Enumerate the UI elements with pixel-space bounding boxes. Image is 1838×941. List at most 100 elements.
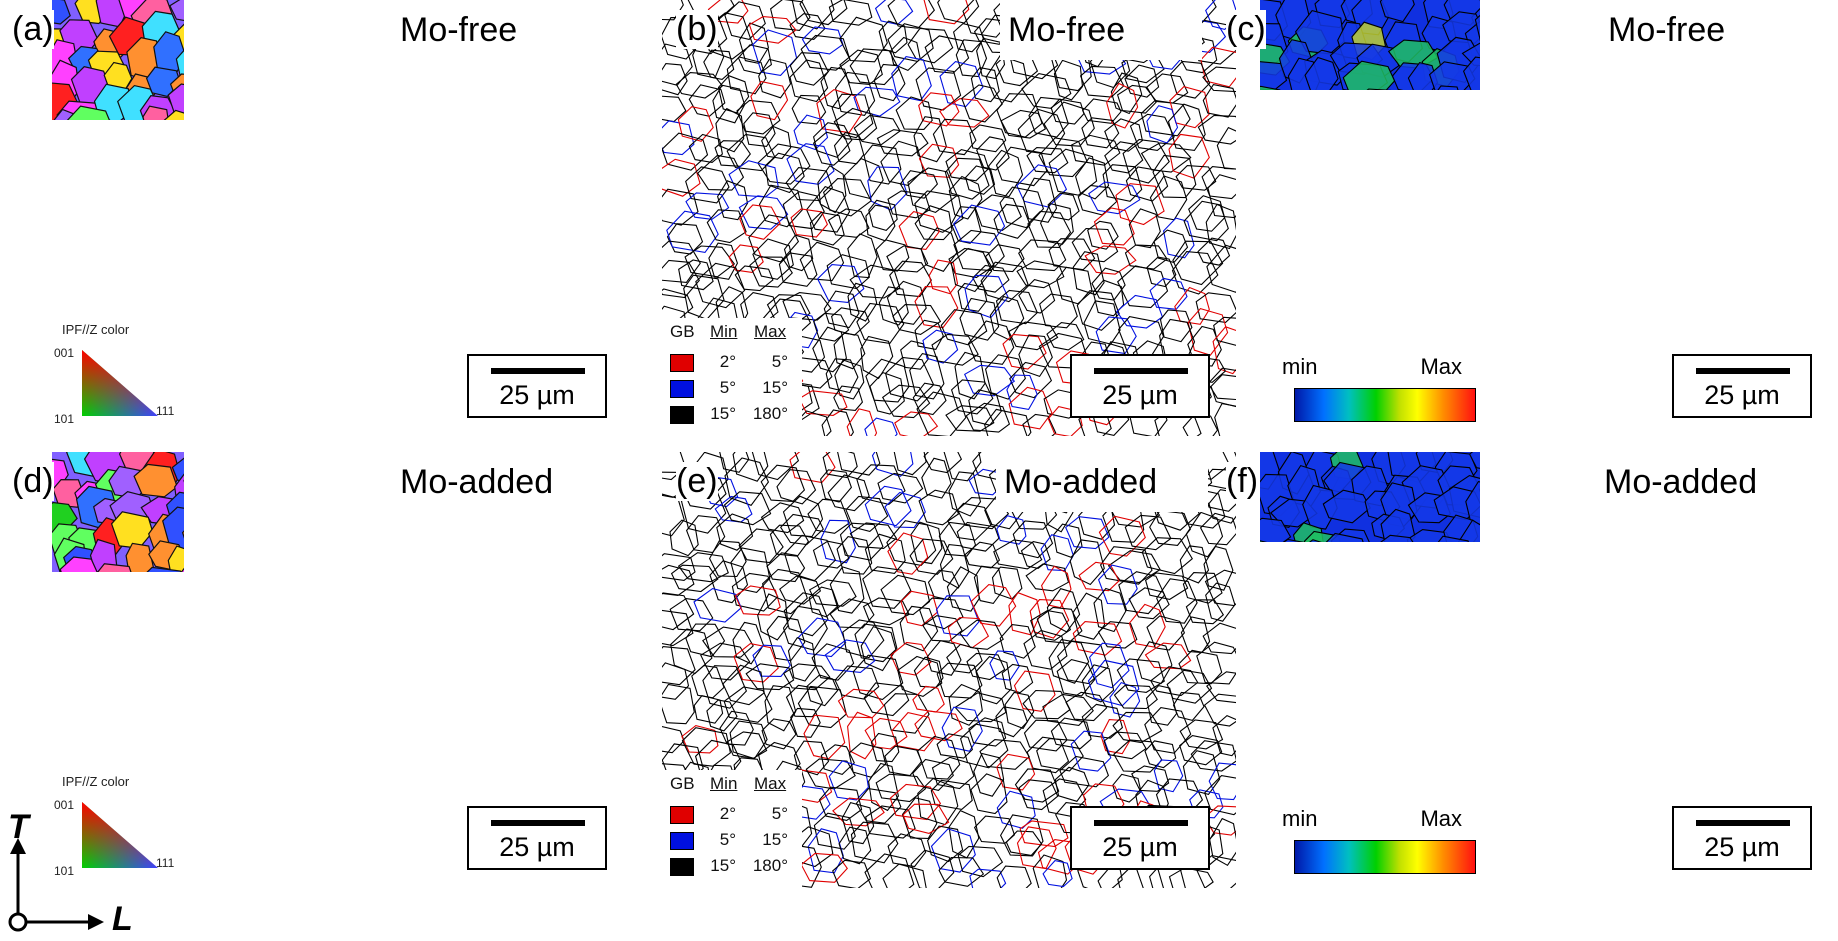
grain <box>950 247 993 293</box>
grain <box>670 564 719 593</box>
panel-f: (f) Mo-added min Max 25 µm <box>1210 452 1812 922</box>
grain <box>706 699 738 732</box>
grain <box>1212 714 1236 757</box>
grain <box>882 863 927 888</box>
grain <box>1128 587 1170 620</box>
grain <box>916 391 967 436</box>
grain <box>1140 99 1191 137</box>
scale-bar-line <box>1094 368 1188 374</box>
panel-label: (d) <box>12 462 54 501</box>
grain <box>914 205 953 241</box>
grain <box>1182 750 1221 796</box>
grain <box>1026 147 1069 174</box>
grain <box>760 502 805 534</box>
grain <box>750 80 789 121</box>
grain <box>175 49 184 78</box>
ipf-map <box>52 0 586 436</box>
grain <box>662 725 685 754</box>
grain <box>1124 514 1172 551</box>
grain <box>666 223 704 255</box>
grain <box>1079 65 1125 98</box>
grain <box>1304 56 1339 90</box>
grain <box>1013 670 1056 712</box>
grain <box>1084 245 1137 275</box>
grain <box>887 0 935 29</box>
grain <box>970 773 1008 815</box>
grain <box>662 240 701 283</box>
grain <box>693 588 742 623</box>
grain <box>822 178 872 217</box>
grain <box>789 13 826 40</box>
grain <box>860 335 894 380</box>
grain <box>1206 671 1236 704</box>
grain <box>917 735 961 780</box>
ipf-key-title: IPF//Z color <box>62 322 130 337</box>
grain <box>1171 251 1219 295</box>
grain <box>724 1 766 41</box>
grain <box>1071 227 1119 263</box>
grain <box>954 351 986 400</box>
grain <box>738 528 784 564</box>
grain <box>931 333 979 366</box>
grain <box>848 742 887 778</box>
grain <box>894 411 939 436</box>
gb-swatch-blue <box>670 832 694 850</box>
grain <box>1088 181 1141 215</box>
grain <box>776 469 817 505</box>
grain <box>1030 610 1072 641</box>
grain <box>702 665 748 709</box>
grain <box>1172 240 1224 286</box>
grain <box>818 786 863 821</box>
grain <box>1201 166 1236 200</box>
gb-row-min: 2° <box>719 804 736 823</box>
panel-c: (c) Mo-free min Max 25 µm <box>1210 0 1812 470</box>
grain <box>681 725 719 754</box>
grain <box>1072 621 1123 656</box>
grain <box>1185 599 1225 625</box>
grain <box>912 382 947 416</box>
grain <box>1074 157 1110 200</box>
grain <box>1283 538 1305 542</box>
grain <box>963 364 1016 397</box>
grain <box>662 662 690 700</box>
grain <box>1056 266 1093 305</box>
grain <box>1146 615 1186 651</box>
grain <box>820 66 853 110</box>
grain <box>1054 766 1090 802</box>
grain <box>878 20 908 54</box>
grain <box>1190 740 1236 772</box>
scale-bar-label: 25 µm <box>1102 380 1178 410</box>
grain <box>1196 641 1236 685</box>
grain <box>1169 85 1210 129</box>
grain <box>743 112 776 147</box>
axis-t-label: T <box>8 808 29 846</box>
grain <box>1182 572 1223 604</box>
grain <box>875 773 927 803</box>
grain <box>1202 622 1236 655</box>
grain <box>1129 113 1175 151</box>
grain <box>1468 452 1480 469</box>
grain <box>839 16 888 63</box>
grain <box>899 605 939 652</box>
grain <box>973 565 1005 605</box>
grain <box>1322 489 1371 524</box>
grain <box>666 210 719 253</box>
grain <box>923 0 970 25</box>
grain <box>1141 537 1194 575</box>
grain <box>1022 689 1071 720</box>
grain <box>1069 539 1105 586</box>
grain <box>947 502 993 541</box>
scale-bar-label: 25 µm <box>1704 380 1780 410</box>
grain <box>902 803 950 834</box>
grain <box>935 595 980 637</box>
grain <box>972 264 1010 293</box>
grain <box>918 92 960 127</box>
grain <box>812 122 853 158</box>
gb-legend-row: 2° 5° <box>670 352 802 374</box>
grain <box>821 409 855 436</box>
panel-title: Mo-added <box>996 452 1208 512</box>
grain <box>1182 413 1219 436</box>
grain <box>953 204 1006 246</box>
grain <box>1125 166 1169 202</box>
grain <box>752 238 794 280</box>
